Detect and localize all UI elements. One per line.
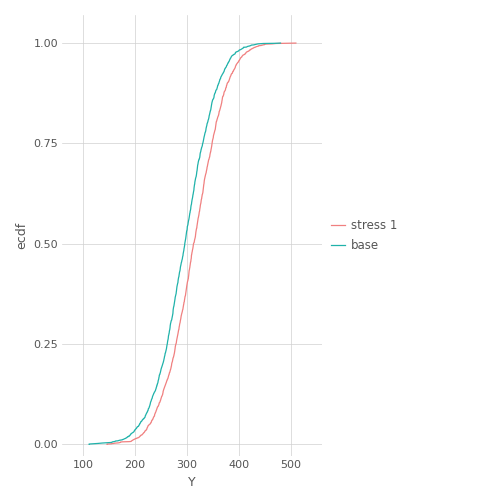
stress 1 — [138, 432, 144, 438]
stress 1 — [293, 40, 299, 46]
Line: stress 1: stress 1 — [107, 43, 296, 444]
Y-axis label: ecdf: ecdf — [15, 222, 28, 249]
stress 1 — [148, 419, 154, 425]
X-axis label: Y: Y — [188, 476, 196, 489]
base — [188, 200, 195, 206]
stress 1 — [182, 292, 188, 298]
Legend: stress 1, base: stress 1, base — [331, 219, 397, 252]
base — [138, 419, 144, 425]
stress 1 — [216, 111, 222, 117]
base — [127, 432, 133, 438]
base — [86, 441, 92, 447]
base — [207, 111, 213, 117]
base — [278, 40, 284, 46]
stress 1 — [104, 441, 110, 447]
Line: base: base — [89, 43, 281, 444]
base — [173, 292, 179, 298]
stress 1 — [154, 406, 160, 412]
stress 1 — [198, 200, 204, 206]
base — [146, 406, 152, 412]
